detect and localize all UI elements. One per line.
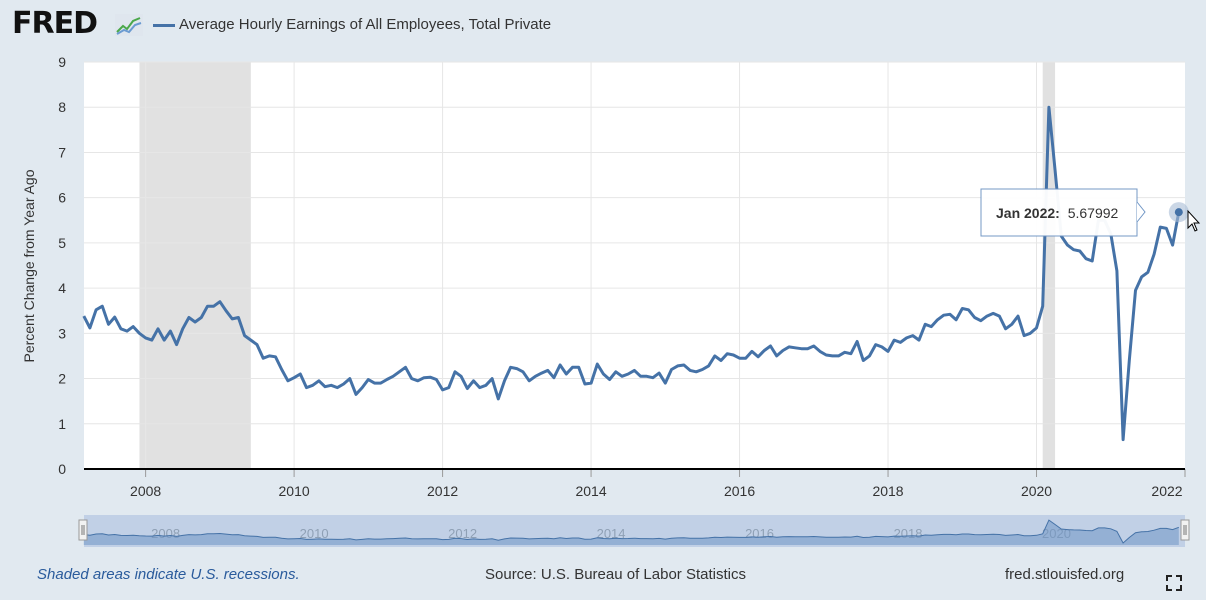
legend-label[interactable]: Average Hourly Earnings of All Employees… xyxy=(179,16,552,33)
navigator-tick-label: 2010 xyxy=(300,526,329,541)
y-axis-label: Percent Change from Year Ago xyxy=(21,169,37,362)
y-tick-label: 6 xyxy=(58,190,66,206)
plot-area-background xyxy=(84,62,1185,469)
recession-bands xyxy=(139,62,1056,469)
x-tick-label: 2010 xyxy=(279,483,310,499)
series-line[interactable] xyxy=(82,105,1181,442)
y-tick-label: 3 xyxy=(58,325,66,341)
y-tick-label: 4 xyxy=(58,280,66,296)
trend-line-icon xyxy=(115,14,143,36)
y-tick-label: 0 xyxy=(58,461,66,477)
navigator-right-handle[interactable] xyxy=(1180,519,1190,541)
navigator-tick-label: 2014 xyxy=(597,526,626,541)
recession-note[interactable]: Shaded areas indicate U.S. recessions. xyxy=(37,566,300,583)
cursor-pointer-icon xyxy=(1187,209,1201,232)
source-text: Source: U.S. Bureau of Labor Statistics xyxy=(485,566,746,583)
x-tick-label: 2016 xyxy=(724,483,755,499)
x-tick-label: 2012 xyxy=(427,483,458,499)
tooltip-value: 5.67992 xyxy=(1068,205,1119,221)
fred-logo[interactable]: FRED xyxy=(12,6,98,41)
x-tick-label: 2022 xyxy=(1151,483,1182,499)
tooltip-date: Jan 2022: xyxy=(996,205,1060,221)
x-tick-label: 2018 xyxy=(872,483,903,499)
legend-swatch xyxy=(153,24,175,27)
navigator-series-line xyxy=(83,519,1179,544)
hover-point[interactable] xyxy=(1174,208,1183,217)
gridlines xyxy=(84,61,1185,469)
recession-band xyxy=(139,62,251,469)
site-link[interactable]: fred.stlouisfed.org xyxy=(1005,566,1125,583)
navigator-left-handle[interactable] xyxy=(78,519,88,541)
chart-header: FRED Average Hourly Earnings of All Empl… xyxy=(0,0,1206,52)
y-tick-label: 9 xyxy=(58,54,66,70)
y-axis-ticks: 0 1 2 3 4 5 6 7 8 9 xyxy=(58,54,66,477)
navigator-series-area xyxy=(83,520,1179,545)
y-tick-label: 5 xyxy=(58,235,66,251)
fullscreen-icon[interactable] xyxy=(1166,575,1182,591)
y-tick-label: 1 xyxy=(58,416,66,432)
y-tick-label: 2 xyxy=(58,371,66,387)
navigator-tick-label: 2012 xyxy=(448,526,477,541)
x-tick-label: 2014 xyxy=(575,483,606,499)
y-tick-label: 7 xyxy=(58,144,66,160)
tooltip: Jan 2022: 5.67992 xyxy=(980,188,1146,237)
svg-text:Jan 2022: 5.67992: Jan 2022: 5.67992 xyxy=(996,205,1119,221)
y-tick-label: 8 xyxy=(58,99,66,115)
x-axis-ticks: 2008 2010 2012 2014 2016 2018 2020 2022 xyxy=(130,469,1186,499)
x-tick-label: 2020 xyxy=(1021,483,1052,499)
x-tick-label: 2008 xyxy=(130,483,161,499)
